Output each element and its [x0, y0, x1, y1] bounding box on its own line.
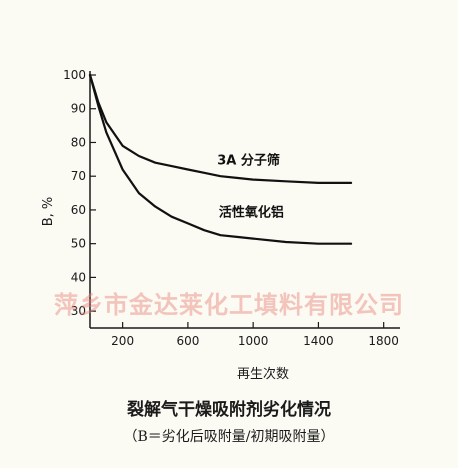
watermark: 萍乡市金达莱化工填料有限公司 — [54, 291, 404, 319]
x-tick-label: 1000 — [238, 334, 269, 348]
x-tick-label: 1800 — [368, 334, 399, 348]
y-tick-label: 90 — [71, 102, 86, 116]
figure-caption: 裂解气干燥吸附剂劣化情况 — [127, 400, 331, 420]
series-line-0 — [88, 73, 353, 184]
x-tick-label: 200 — [111, 334, 134, 348]
y-tick-label: 70 — [71, 169, 86, 183]
y-axis-title: B, % — [41, 197, 56, 227]
y-tick-label: 50 — [71, 237, 86, 251]
y-tick-label: 40 — [71, 270, 86, 284]
y-tick-label: 100 — [63, 68, 86, 82]
series-label-3a-sieve: 3A 分子筛 — [217, 152, 280, 168]
x-axis-title: 再生次数 — [237, 366, 289, 382]
series-label-alumina: 活性氧化铝 — [219, 205, 284, 221]
y-tick-label: 60 — [71, 203, 86, 217]
line-chart: 30 40 50 60 70 80 90 100 200 600 1000 1400 1800 B, %… — [41, 68, 400, 382]
x-tick-label: 600 — [176, 334, 199, 348]
y-tick-label: 80 — [71, 135, 86, 149]
y-tick-label: 30 — [71, 304, 86, 318]
series-line-1 — [88, 73, 353, 245]
x-tick-label: 1400 — [303, 334, 334, 348]
figure-caption-note: （B＝劣化后吸附量/初期吸附量） — [123, 429, 335, 445]
